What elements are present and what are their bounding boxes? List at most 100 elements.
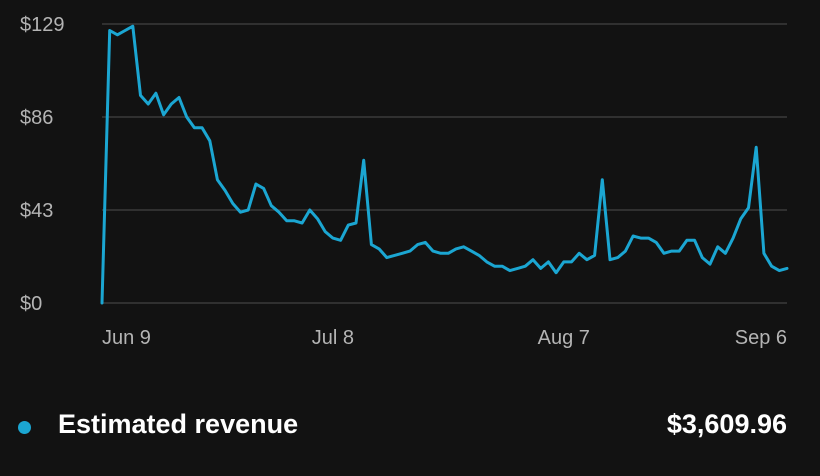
y-tick-label: $129 <box>20 14 65 36</box>
data-point <box>500 264 504 268</box>
data-point <box>215 178 219 182</box>
y-tick-label: $86 <box>20 107 53 129</box>
data-point <box>777 269 781 273</box>
data-point <box>431 249 435 253</box>
data-point <box>623 249 627 253</box>
data-point <box>593 253 597 257</box>
data-point <box>585 258 589 262</box>
data-point <box>531 258 535 262</box>
data-point <box>762 251 766 255</box>
data-point <box>285 219 289 223</box>
data-point <box>131 24 135 28</box>
data-point <box>685 238 689 242</box>
x-tick-label: Jul 8 <box>312 327 354 349</box>
y-axis-tick-labels: $129 $86 $43 $0 <box>20 14 65 315</box>
data-point <box>708 262 712 266</box>
data-point <box>231 202 235 206</box>
gridlines <box>102 23 787 304</box>
data-point <box>254 182 258 186</box>
x-tick-label: Jun 9 <box>102 327 151 349</box>
data-point <box>485 260 489 264</box>
data-point <box>223 189 227 193</box>
y-tick-label: $43 <box>20 200 53 222</box>
data-point <box>162 113 166 117</box>
data-point <box>308 208 312 212</box>
data-point <box>115 33 119 37</box>
data-point <box>608 258 612 262</box>
data-point <box>747 206 751 210</box>
data-point <box>662 251 666 255</box>
data-point <box>516 266 520 270</box>
data-point <box>423 240 427 244</box>
data-point <box>770 264 774 268</box>
data-point <box>316 217 320 221</box>
total-revenue-value: $3,609.96 <box>666 409 787 439</box>
data-point <box>362 158 366 162</box>
data-point <box>639 236 643 240</box>
series-layer <box>100 24 789 305</box>
data-point <box>123 28 127 32</box>
data-point <box>208 139 212 143</box>
data-point <box>546 260 550 264</box>
data-point <box>292 219 296 223</box>
data-point <box>716 245 720 249</box>
data-point <box>523 264 527 268</box>
data-point <box>723 251 727 255</box>
data-point <box>646 236 650 240</box>
data-point <box>416 243 420 247</box>
data-point <box>200 126 204 130</box>
data-point <box>177 96 181 100</box>
data-point <box>323 230 327 234</box>
data-point <box>785 266 789 270</box>
data-point <box>185 115 189 119</box>
data-point <box>154 91 158 95</box>
data-point <box>446 251 450 255</box>
revenue-line-chart: $129 $86 $43 $0 Jun 9 Jul 8 Aug 7 Sep 6 <box>20 14 789 349</box>
data-point <box>408 249 412 253</box>
revenue-series-line <box>100 24 789 305</box>
data-point <box>300 221 304 225</box>
data-point <box>670 249 674 253</box>
data-point <box>477 253 481 257</box>
data-point <box>631 234 635 238</box>
data-point <box>169 102 173 106</box>
data-point <box>439 251 443 255</box>
data-point <box>246 208 250 212</box>
data-point <box>731 236 735 240</box>
data-point <box>493 264 497 268</box>
data-point <box>469 249 473 253</box>
data-point <box>346 223 350 227</box>
data-point <box>108 28 112 32</box>
data-point <box>400 251 404 255</box>
data-point <box>192 126 196 130</box>
data-point <box>339 238 343 242</box>
x-axis-tick-labels: Jun 9 Jul 8 Aug 7 Sep 6 <box>102 327 787 349</box>
data-point <box>269 204 273 208</box>
data-point <box>146 102 150 106</box>
data-point <box>739 217 743 221</box>
data-point <box>262 186 266 190</box>
data-point <box>392 253 396 257</box>
y-tick-label: $0 <box>20 293 42 315</box>
legend-marker-dot <box>18 421 31 434</box>
data-point <box>616 256 620 260</box>
data-point <box>539 266 543 270</box>
data-point <box>654 240 658 244</box>
x-tick-label: Aug 7 <box>538 327 590 349</box>
legend: Estimated revenue $3,609.96 <box>0 402 820 452</box>
data-point <box>562 260 566 264</box>
data-point <box>754 145 758 149</box>
data-point <box>508 269 512 273</box>
data-point <box>331 236 335 240</box>
data-point <box>377 247 381 251</box>
data-point <box>600 178 604 182</box>
data-point <box>239 210 243 214</box>
x-tick-label: Sep 6 <box>735 327 787 349</box>
data-point <box>385 256 389 260</box>
data-point <box>700 256 704 260</box>
data-point <box>354 221 358 225</box>
legend-label: Estimated revenue <box>58 409 299 439</box>
data-point <box>569 260 573 264</box>
data-point <box>577 251 581 255</box>
data-point <box>277 210 281 214</box>
